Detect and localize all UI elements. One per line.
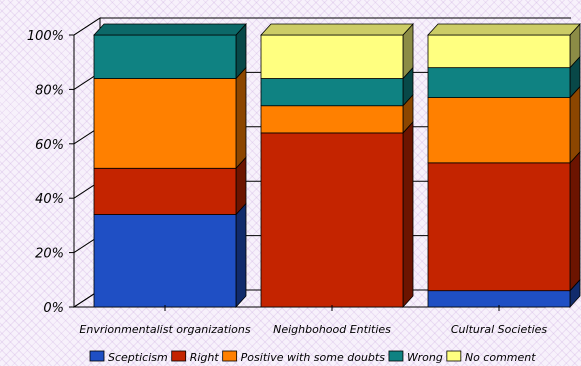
legend-item: No comment xyxy=(446,350,536,364)
bar-segment xyxy=(427,150,581,292)
x-category-label: Neighbohood Entities xyxy=(273,323,391,336)
legend-swatch xyxy=(171,350,187,362)
legend: Scepticism Right Positive with some doubts… xyxy=(89,350,536,364)
bar-segment xyxy=(427,55,581,99)
bar-segment xyxy=(260,66,414,107)
bar-segment xyxy=(93,156,247,216)
bar-side xyxy=(402,120,414,309)
x-category-label: Cultural Societies xyxy=(451,323,548,336)
legend-item: Scepticism xyxy=(89,350,168,364)
bar-front xyxy=(427,97,571,164)
bar-front xyxy=(427,34,571,69)
bar-segment xyxy=(93,202,247,309)
legend-label: Right xyxy=(190,351,220,364)
bar-top xyxy=(427,23,581,36)
bar-front xyxy=(260,105,404,134)
bar-segment xyxy=(260,22,414,80)
legend-label: Scepticism xyxy=(108,351,168,364)
y-tick-label: 0% xyxy=(43,301,64,316)
legend-label: Wrong xyxy=(407,351,443,364)
bar-front xyxy=(260,78,404,107)
legend-item: Positive with some doubts xyxy=(222,350,386,364)
y-axis-ticks: 0% 20% 40% 60% 80% 100% xyxy=(27,29,64,316)
y-tick-label: 20% xyxy=(35,247,64,262)
bar-segment xyxy=(260,93,414,134)
y-tick-label: 60% xyxy=(35,138,64,153)
x-axis-categories: Envrionmentalist organizations Neighbohoo… xyxy=(79,305,547,336)
bar-side xyxy=(235,202,247,309)
legend-label: No comment xyxy=(465,351,536,364)
bar-front xyxy=(427,290,571,308)
bar-segment xyxy=(427,85,581,164)
legend-swatch xyxy=(222,350,238,362)
legend-swatch xyxy=(89,350,105,362)
bar-front xyxy=(93,78,237,169)
legend-swatch xyxy=(388,350,404,362)
bar-segment xyxy=(93,66,247,170)
legend-label: Positive with some doubts xyxy=(241,351,386,364)
bar-front xyxy=(93,34,237,79)
legend-item: Wrong xyxy=(388,350,443,364)
legend-swatch xyxy=(446,350,462,362)
bar-side xyxy=(569,150,581,292)
bar-front xyxy=(260,34,404,79)
bar-front xyxy=(427,67,571,98)
bar-front xyxy=(427,162,571,292)
y-tick-label: 100% xyxy=(27,29,64,44)
gridline-diag xyxy=(73,17,101,36)
bar-top xyxy=(93,23,247,36)
bar-front xyxy=(93,214,237,308)
bars-layer xyxy=(93,22,581,309)
bar-top xyxy=(260,23,414,36)
y-tick-label: 40% xyxy=(35,192,64,207)
bar-side xyxy=(235,66,247,170)
bar-front xyxy=(93,167,237,215)
y-tick-label: 80% xyxy=(35,83,64,98)
bar-segment xyxy=(427,22,581,69)
legend-item: Right xyxy=(171,350,220,364)
bar-side xyxy=(569,85,581,164)
bar-segment xyxy=(260,120,414,309)
x-category-label: Envrionmentalist organizations xyxy=(79,323,250,336)
bar-front xyxy=(260,132,404,308)
